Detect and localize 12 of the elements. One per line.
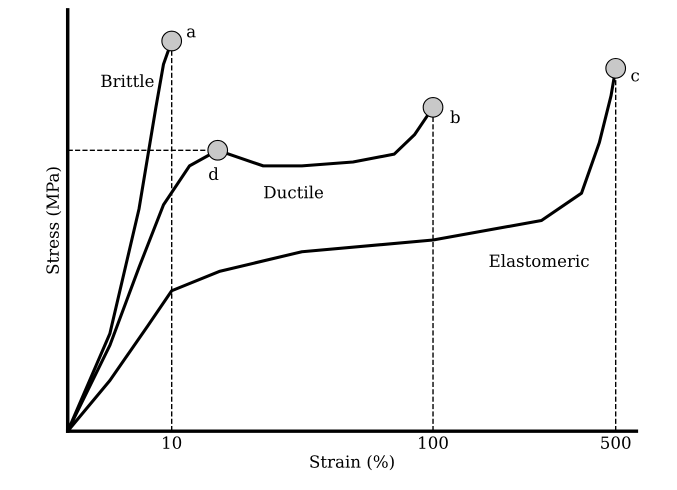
annotation: a	[187, 28, 196, 38]
annotation: b	[450, 110, 460, 124]
series-label: Brittle	[101, 74, 154, 88]
x-tick-label: 100	[419, 436, 448, 449]
x-axis-title: Strain (%)	[310, 454, 394, 470]
series-label: Ductile	[264, 186, 324, 198]
annotation: d	[209, 167, 218, 180]
x-tick-label: 10	[163, 436, 182, 449]
y-axis-title: Stress (MPa)	[46, 167, 62, 274]
annotation: c	[631, 72, 640, 82]
x-tick-label: 500	[601, 436, 630, 449]
series-label: Elastomeric	[490, 254, 589, 268]
